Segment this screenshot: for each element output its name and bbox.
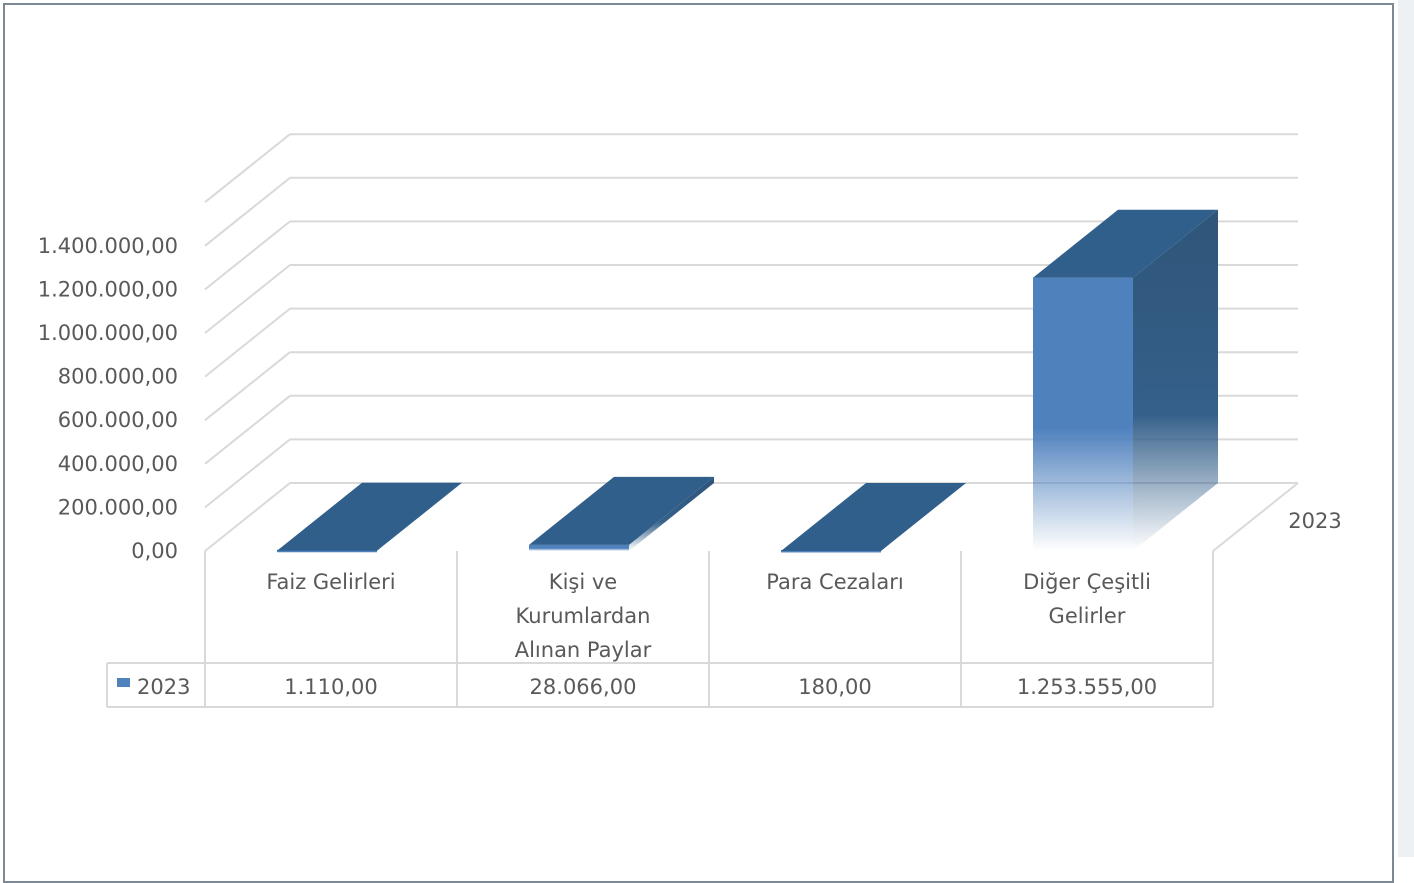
gridline-side	[204, 133, 291, 203]
bar-top	[277, 482, 462, 551]
data-table: Faiz Gelirleri Kişi ve Kurumlardan Alınan P…	[106, 551, 1214, 708]
y-tick-label: 1.400.000,00	[38, 234, 178, 258]
gridline-side	[204, 395, 291, 465]
y-tick-label: 400.000,00	[58, 452, 178, 476]
gridline-side	[204, 307, 291, 378]
legend-label: 2023	[137, 675, 190, 699]
bar-front	[529, 544, 629, 551]
bar-front	[277, 549, 377, 553]
scroll-strip	[1398, 0, 1414, 857]
bar-top	[781, 482, 966, 551]
gridline-side	[204, 438, 291, 509]
data-label: 1.110,00	[284, 675, 378, 699]
y-tick-label: 600.000,00	[58, 408, 178, 432]
bar-front	[781, 549, 881, 553]
gridline-side	[204, 220, 291, 291]
floor-edge	[1212, 482, 1299, 552]
bar-side	[629, 476, 714, 551]
bar-chart: 0,00 200.000,00 400.000,00 600.000,00 800.00…	[38, 133, 1342, 708]
y-axis-ticks: 0,00 200.000,00 400.000,00 600.000,00 800.00…	[38, 234, 178, 563]
data-label: 1.253.555,00	[1017, 675, 1157, 699]
gridline-side	[204, 264, 291, 334]
y-tick-label: 200.000,00	[58, 495, 178, 519]
y-tick-label: 0,00	[131, 539, 178, 563]
category-label: Diğer Çeşitli Gelirler	[1023, 570, 1151, 628]
gridline-side	[204, 351, 291, 421]
category-label: Faiz Gelirleri	[266, 570, 395, 594]
category-label: Para Cezaları	[766, 570, 903, 594]
category-label: Kişi ve Kurumlardan Alınan Paylar	[515, 570, 652, 662]
bar	[1033, 209, 1218, 551]
depth-axis-label: 2023	[1288, 509, 1341, 533]
legend-key	[117, 678, 130, 687]
y-tick-label: 800.000,00	[58, 365, 178, 389]
data-label: 28.066,00	[530, 675, 637, 699]
bar	[277, 482, 462, 553]
gridline-side	[204, 177, 291, 247]
bar-top	[529, 476, 714, 545]
data-label: 180,00	[798, 675, 871, 699]
gridline-side	[204, 482, 291, 552]
bar-top	[1033, 209, 1218, 278]
bar-front	[1033, 277, 1133, 551]
bars	[277, 209, 1218, 553]
y-tick-label: 1.000.000,00	[38, 321, 178, 345]
y-tick-label: 1.200.000,00	[38, 277, 178, 301]
bar	[781, 482, 966, 553]
bar-side	[1133, 209, 1218, 551]
bar	[529, 476, 714, 551]
